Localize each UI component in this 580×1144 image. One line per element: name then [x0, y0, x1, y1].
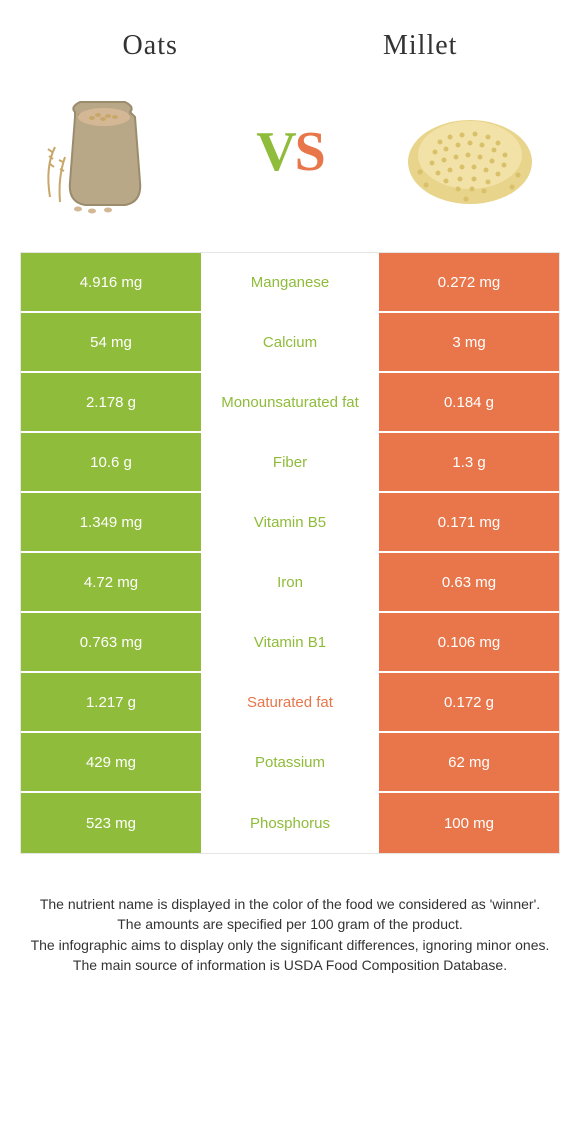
left-value-cell: 4.72 mg	[21, 553, 201, 611]
left-value-cell: 10.6 g	[21, 433, 201, 491]
oats-image	[30, 87, 190, 217]
table-row: 429 mgPotassium62 mg	[21, 733, 559, 793]
nutrient-label-cell: Iron	[201, 553, 379, 611]
right-value-cell: 100 mg	[379, 793, 559, 853]
nutrient-table: 4.916 mgManganese0.272 mg54 mgCalcium3 m…	[20, 252, 560, 854]
right-food-title: Millet	[383, 30, 457, 62]
left-value-cell: 1.217 g	[21, 673, 201, 731]
right-value-cell: 62 mg	[379, 733, 559, 791]
footnote-line-1: The nutrient name is displayed in the co…	[28, 894, 552, 914]
right-value-cell: 0.63 mg	[379, 553, 559, 611]
left-value-cell: 54 mg	[21, 313, 201, 371]
right-value-cell: 3 mg	[379, 313, 559, 371]
right-value-cell: 0.171 mg	[379, 493, 559, 551]
nutrient-label-cell: Manganese	[201, 253, 379, 311]
header: Oats Millet	[0, 0, 580, 72]
left-value-cell: 523 mg	[21, 793, 201, 853]
vs-s-letter: S	[295, 121, 324, 183]
table-row: 10.6 gFiber1.3 g	[21, 433, 559, 493]
left-value-cell: 429 mg	[21, 733, 201, 791]
left-value-cell: 1.349 mg	[21, 493, 201, 551]
nutrient-label-cell: Saturated fat	[201, 673, 379, 731]
right-value-cell: 0.106 mg	[379, 613, 559, 671]
nutrient-label-cell: Potassium	[201, 733, 379, 791]
footnote-line-4: The main source of information is USDA F…	[28, 955, 552, 975]
nutrient-label-cell: Calcium	[201, 313, 379, 371]
footnote-line-3: The infographic aims to display only the…	[28, 935, 552, 955]
nutrient-label-cell: Phosphorus	[201, 793, 379, 853]
vs-label: VS	[256, 120, 324, 184]
nutrient-label-cell: Fiber	[201, 433, 379, 491]
table-row: 1.349 mgVitamin B50.171 mg	[21, 493, 559, 553]
table-row: 2.178 gMonounsaturated fat0.184 g	[21, 373, 559, 433]
table-row: 1.217 gSaturated fat0.172 g	[21, 673, 559, 733]
table-row: 54 mgCalcium3 mg	[21, 313, 559, 373]
right-value-cell: 0.172 g	[379, 673, 559, 731]
nutrient-label-cell: Vitamin B1	[201, 613, 379, 671]
table-row: 4.916 mgManganese0.272 mg	[21, 253, 559, 313]
footnote-line-2: The amounts are specified per 100 gram o…	[28, 914, 552, 934]
vs-v-letter: V	[256, 121, 294, 183]
right-value-cell: 0.184 g	[379, 373, 559, 431]
table-row: 4.72 mgIron0.63 mg	[21, 553, 559, 613]
left-value-cell: 0.763 mg	[21, 613, 201, 671]
left-value-cell: 2.178 g	[21, 373, 201, 431]
left-value-cell: 4.916 mg	[21, 253, 201, 311]
nutrient-label-cell: Monounsaturated fat	[201, 373, 379, 431]
left-food-title: Oats	[123, 30, 178, 62]
right-value-cell: 0.272 mg	[379, 253, 559, 311]
footnotes: The nutrient name is displayed in the co…	[0, 854, 580, 975]
images-row: VS	[0, 72, 580, 252]
table-row: 523 mgPhosphorus100 mg	[21, 793, 559, 853]
right-value-cell: 1.3 g	[379, 433, 559, 491]
millet-image	[390, 87, 550, 217]
table-row: 0.763 mgVitamin B10.106 mg	[21, 613, 559, 673]
oats-sack-icon	[30, 87, 190, 217]
millet-pile-icon	[390, 87, 550, 217]
nutrient-label-cell: Vitamin B5	[201, 493, 379, 551]
